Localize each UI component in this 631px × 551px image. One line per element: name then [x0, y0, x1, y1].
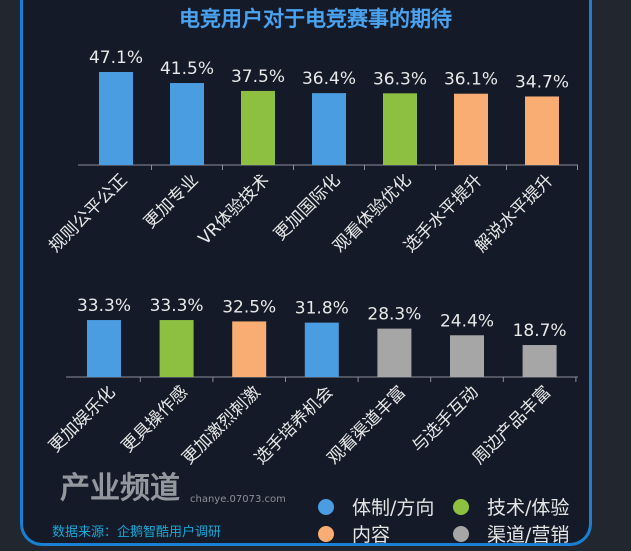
legend-item: 渠道/营销 [453, 520, 569, 547]
legend-dot [318, 526, 334, 542]
data-source: 数据来源：企鹅智酷用户调研 [52, 525, 222, 540]
watermark-logo: 产业频道 [60, 471, 180, 506]
bar [159, 320, 194, 377]
data-label: 41.5% [160, 59, 214, 79]
data-label: 32.5% [222, 297, 276, 317]
legend-item: 技术/体验 [453, 493, 569, 520]
legend-label: 体制/方向 [352, 497, 435, 519]
legend-item: 内容 [318, 520, 390, 547]
bar [304, 322, 339, 377]
bar [383, 93, 417, 165]
data-label: 33.3% [150, 296, 204, 316]
category-label: 更加专业 [140, 170, 202, 232]
category-label: 周边产品丰富 [469, 382, 555, 468]
bar [312, 93, 346, 165]
data-label: 31.8% [295, 299, 349, 319]
bar [377, 328, 412, 377]
bar [522, 345, 557, 377]
data-label: 36.1% [444, 70, 498, 90]
bar [99, 71, 133, 165]
category-label: 观看渠道丰富 [324, 382, 410, 468]
legend-label: 内容 [352, 524, 391, 546]
category-label: 更具操作感 [118, 382, 192, 456]
bar [454, 93, 488, 165]
legend-dot [453, 499, 469, 515]
data-label: 37.5% [231, 67, 285, 87]
data-label: 36.3% [373, 69, 427, 89]
legend-label: 技术/体验 [487, 497, 570, 519]
category-label: 规则公平公正 [45, 170, 131, 256]
bar [525, 96, 559, 165]
data-label: 24.4% [440, 311, 494, 331]
data-label: 47.1% [89, 48, 143, 68]
data-label: 36.4% [302, 69, 356, 89]
data-label: 34.7% [515, 72, 569, 92]
data-label: 18.7% [513, 321, 567, 341]
bar [241, 90, 275, 165]
bar [232, 321, 267, 377]
data-label: 28.3% [367, 305, 421, 325]
bar [87, 320, 121, 377]
data-label: 33.3% [77, 296, 131, 316]
bar [170, 83, 204, 165]
category-label: 更加娱乐化 [45, 382, 119, 456]
legend-dot [318, 499, 334, 515]
watermark-url: chanye.07073.com [190, 494, 286, 505]
bar [450, 335, 484, 377]
legend-item: 体制/方向 [318, 493, 434, 520]
category-label: 更加国际化 [270, 170, 344, 244]
category-label: VR体验技术 [195, 170, 274, 249]
legend-dot [453, 526, 469, 542]
chart-title: 电竞用户对于电竞赛事的期待 [179, 7, 452, 31]
category-label: 与选手互动 [408, 382, 482, 456]
legend-label: 渠道/营销 [487, 524, 570, 546]
